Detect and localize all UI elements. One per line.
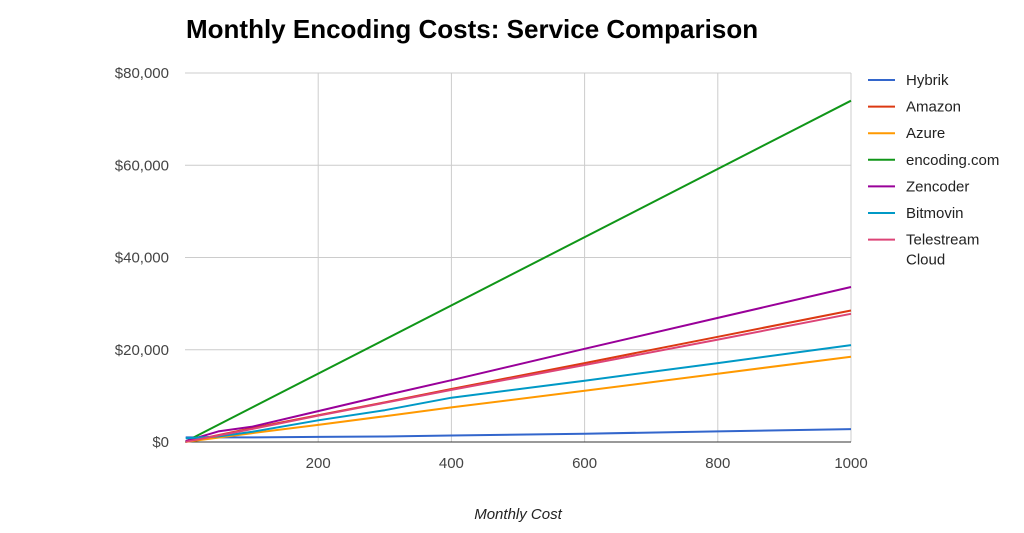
x-tick-label: 1000 [834, 455, 867, 472]
legend-label-encoding-com: encoding.com [906, 152, 999, 169]
series-line-telestream-cloud [185, 312, 852, 443]
legend-label-bitmovin: Bitmovin [906, 205, 964, 222]
series-line-bitmovin [185, 344, 852, 440]
x-tick-label: 200 [306, 455, 331, 472]
x-tick-label: 800 [705, 455, 730, 472]
series-line-encoding-com [185, 99, 852, 443]
legend-label-azure: Azure [906, 125, 945, 142]
y-tick-label: $0 [152, 434, 169, 451]
series-line-zencoder [185, 286, 852, 443]
y-tick-label: $40,000 [115, 250, 169, 267]
x-axis-title: Monthly Cost [474, 506, 562, 523]
x-tick-label: 400 [439, 455, 464, 472]
legend-label-zencoder: Zencoder [906, 178, 969, 195]
series-line-azure [185, 355, 852, 443]
x-tick-label: 600 [572, 455, 597, 472]
legend-label-telestream-cloud: Telestream Cloud [906, 232, 979, 269]
legend-label-hybrik: Hybrik [906, 72, 949, 89]
y-tick-label: $60,000 [115, 157, 169, 174]
series-line-hybrik [185, 428, 852, 439]
y-tick-label: $80,000 [115, 65, 169, 82]
legend-label-amazon: Amazon [906, 99, 961, 116]
chart-title: Monthly Encoding Costs: Service Comparis… [186, 14, 759, 44]
y-tick-label: $20,000 [115, 342, 169, 359]
